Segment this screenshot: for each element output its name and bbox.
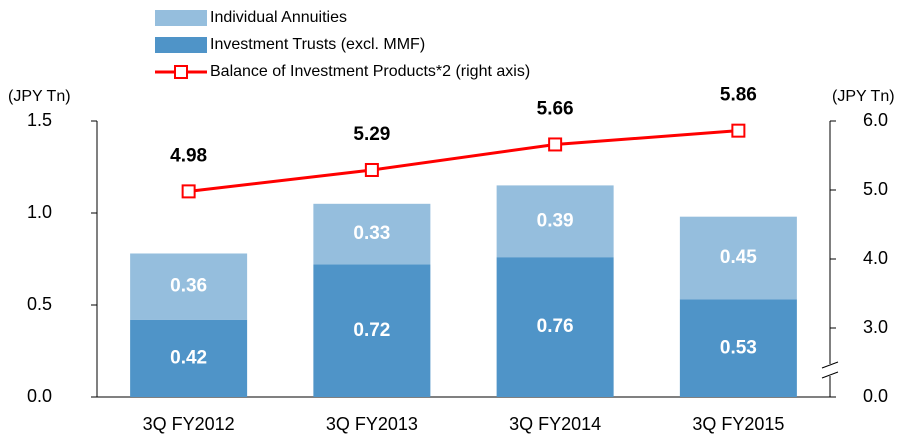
bar-segment [130,253,248,320]
legend-label: Balance of Investment Products*2 (right … [210,63,530,80]
legend-marker [174,65,188,79]
axis-break-gap [824,364,836,376]
value-label: 0.36 [170,276,207,297]
bar-segment [313,203,431,265]
x-tick-label: 3Q FY2014 [509,414,601,434]
line-marker [364,162,379,177]
legend-label: Investment Trusts (excl. MMF) [210,36,425,53]
value-label: 5.86 [720,85,757,106]
y2-tick-label: 0.0 [863,386,888,406]
legend-swatch [155,37,207,53]
value-label: 5.66 [537,98,574,119]
value-label: 0.53 [720,337,757,358]
line [188,129,739,193]
x-tick-label: 3Q FY2015 [692,414,784,434]
bar-segment [496,185,614,258]
value-label: 0.72 [353,320,390,341]
value-label: 0.39 [537,210,574,231]
y2-axis-label: (JPY Tn) [832,88,895,105]
legend-swatch [155,10,207,26]
value-label: 4.98 [170,145,207,166]
y2-tick-label: 6.0 [863,110,888,130]
value-label: 0.76 [537,316,574,337]
value-label: 0.45 [720,247,757,268]
bar-segment [130,319,248,397]
y-tick-label: 1.0 [27,202,52,222]
y-axis-label: (JPY Tn) [8,88,71,105]
value-label: 5.29 [353,124,390,145]
value-label: 0.42 [170,347,207,368]
x-tick-label: 3Q FY2013 [326,414,418,434]
bar-segment [679,299,797,397]
line-marker [731,123,746,138]
y-tick-label: 0.5 [27,294,52,314]
line-marker [548,137,563,152]
y2-tick-label: 4.0 [863,248,888,268]
axis-break [821,361,839,369]
y2-tick-label: 3.0 [863,317,888,337]
value-label: 0.33 [353,223,390,244]
bar-segment [313,264,431,397]
x-tick-label: 3Q FY2012 [143,414,235,434]
bar-segment [679,216,797,300]
legend-label: Individual Annuities [210,9,347,26]
bar-segment [496,257,614,397]
axis-break [821,371,839,379]
y2-tick-label: 5.0 [863,179,888,199]
line-marker [181,184,196,199]
y-tick-label: 0.0 [27,386,52,406]
y-tick-label: 1.5 [27,110,52,130]
